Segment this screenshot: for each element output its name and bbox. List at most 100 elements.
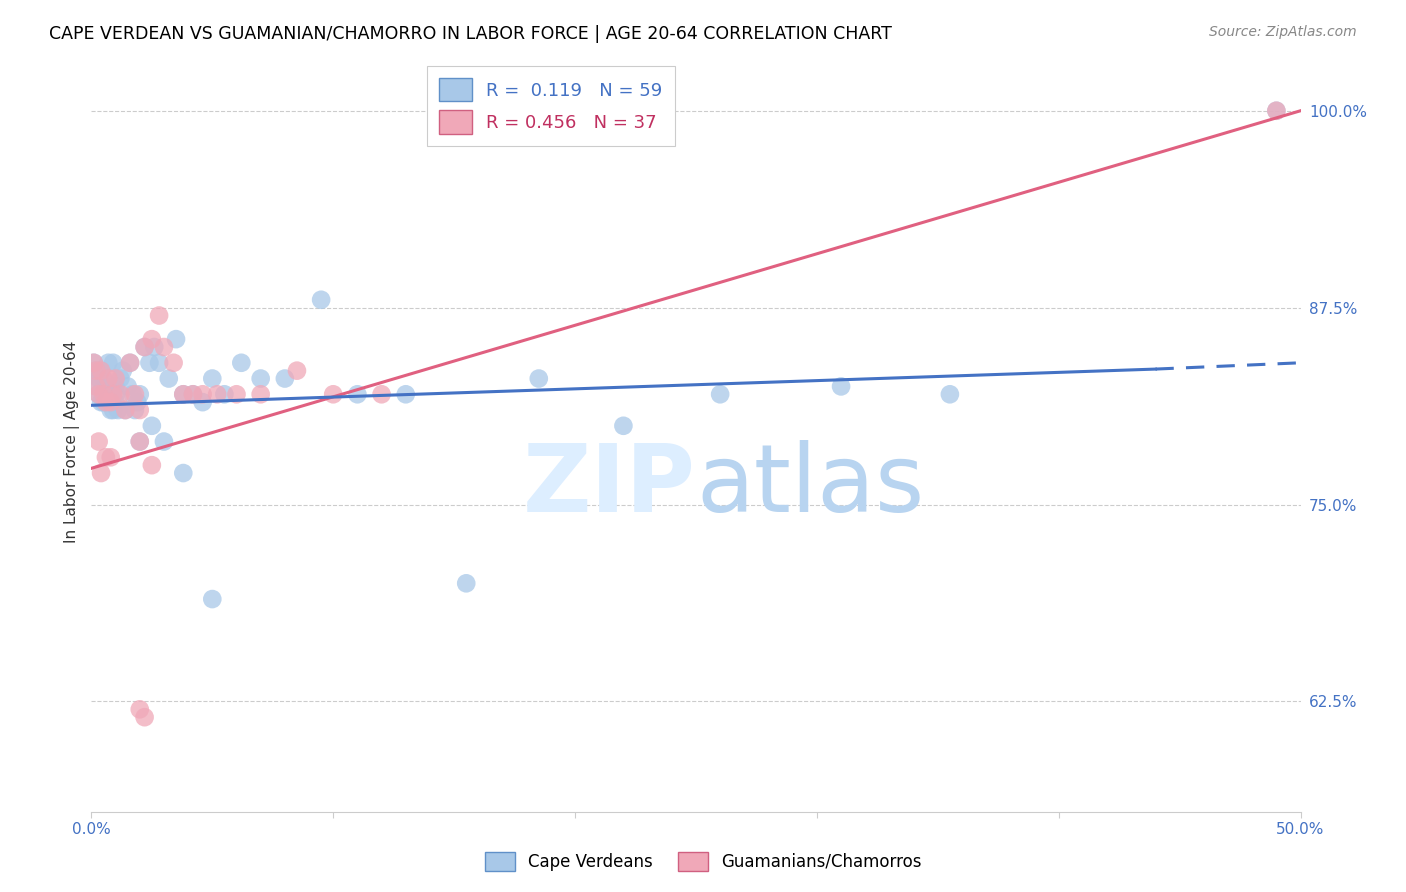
- Point: [201, 371, 224, 385]
- Point: [97, 356, 120, 370]
- Point: [157, 371, 180, 385]
- Point: [128, 434, 150, 449]
- Point: [101, 356, 124, 370]
- Text: Source: ZipAtlas.com: Source: ZipAtlas.com: [1209, 25, 1357, 39]
- Point: [84, 379, 107, 393]
- Point: [97, 371, 120, 385]
- Point: [120, 356, 142, 370]
- Point: [128, 702, 150, 716]
- Point: [709, 387, 731, 401]
- Point: [104, 395, 127, 409]
- Point: [94, 395, 117, 409]
- Point: [612, 418, 634, 433]
- Point: [121, 387, 143, 401]
- Point: [162, 356, 184, 370]
- Point: [191, 387, 214, 401]
- Point: [107, 403, 129, 417]
- Point: [93, 395, 115, 409]
- Point: [128, 434, 150, 449]
- Point: [120, 356, 142, 370]
- Point: [153, 340, 176, 354]
- Point: [111, 364, 134, 378]
- Point: [104, 371, 127, 385]
- Point: [172, 387, 194, 401]
- Point: [1265, 103, 1288, 118]
- Point: [830, 379, 852, 393]
- Point: [114, 403, 136, 417]
- Point: [285, 364, 308, 378]
- Point: [346, 387, 368, 401]
- Point: [110, 387, 132, 401]
- Point: [309, 293, 332, 307]
- Point: [527, 371, 550, 385]
- Point: [87, 387, 110, 401]
- Point: [143, 340, 166, 354]
- Point: [83, 356, 105, 370]
- Point: [148, 356, 170, 370]
- Point: [395, 387, 418, 401]
- Point: [100, 403, 122, 417]
- Point: [100, 395, 122, 409]
- Point: [94, 379, 117, 393]
- Point: [148, 309, 170, 323]
- Y-axis label: In Labor Force | Age 20-64: In Labor Force | Age 20-64: [65, 341, 80, 542]
- Point: [231, 356, 253, 370]
- Point: [172, 466, 194, 480]
- Point: [100, 395, 122, 409]
- Point: [94, 387, 117, 401]
- Point: [205, 387, 228, 401]
- Point: [214, 387, 236, 401]
- Point: [104, 387, 127, 401]
- Point: [97, 387, 120, 401]
- Point: [93, 387, 115, 401]
- Point: [249, 371, 271, 385]
- Point: [165, 332, 187, 346]
- Point: [127, 395, 149, 409]
- Point: [84, 379, 107, 393]
- Point: [141, 458, 163, 472]
- Point: [90, 364, 112, 378]
- Point: [1265, 103, 1288, 118]
- Point: [93, 371, 115, 385]
- Point: [249, 387, 271, 401]
- Point: [153, 434, 176, 449]
- Point: [124, 403, 146, 417]
- Point: [141, 332, 163, 346]
- Point: [172, 387, 194, 401]
- Legend: Cape Verdeans, Guamanians/Chamorros: Cape Verdeans, Guamanians/Chamorros: [477, 843, 929, 880]
- Point: [87, 387, 110, 401]
- Legend: R =  0.119   N = 59, R = 0.456   N = 37: R = 0.119 N = 59, R = 0.456 N = 37: [426, 66, 675, 146]
- Point: [101, 387, 124, 401]
- Point: [104, 379, 127, 393]
- Point: [322, 387, 344, 401]
- Text: ZIP: ZIP: [523, 440, 696, 532]
- Point: [201, 592, 224, 607]
- Text: atlas: atlas: [696, 440, 924, 532]
- Point: [181, 387, 204, 401]
- Text: CAPE VERDEAN VS GUAMANIAN/CHAMORRO IN LABOR FORCE | AGE 20-64 CORRELATION CHART: CAPE VERDEAN VS GUAMANIAN/CHAMORRO IN LA…: [49, 25, 891, 43]
- Point: [128, 403, 150, 417]
- Point: [191, 395, 214, 409]
- Point: [141, 418, 163, 433]
- Point: [87, 434, 110, 449]
- Point: [110, 371, 132, 385]
- Point: [87, 371, 110, 385]
- Point: [90, 466, 112, 480]
- Point: [84, 364, 107, 378]
- Point: [181, 387, 204, 401]
- Point: [101, 403, 124, 417]
- Point: [90, 364, 112, 378]
- Point: [90, 395, 112, 409]
- Point: [274, 371, 297, 385]
- Point: [134, 340, 156, 354]
- Point: [134, 340, 156, 354]
- Point: [124, 387, 146, 401]
- Point: [134, 710, 156, 724]
- Point: [225, 387, 247, 401]
- Point: [84, 364, 107, 378]
- Point: [939, 387, 962, 401]
- Point: [100, 450, 122, 465]
- Point: [83, 356, 105, 370]
- Point: [456, 576, 478, 591]
- Point: [114, 403, 136, 417]
